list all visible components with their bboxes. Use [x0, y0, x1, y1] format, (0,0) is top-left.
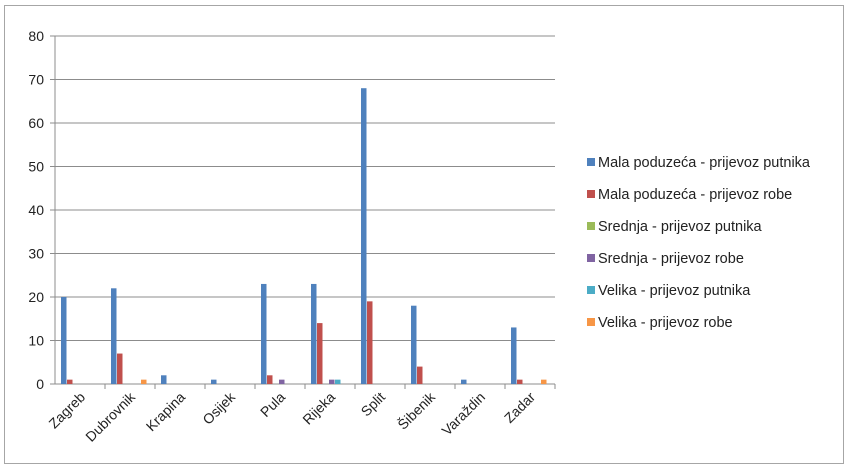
legend-swatch — [587, 222, 595, 230]
bar — [329, 379, 335, 384]
legend-swatch — [587, 158, 595, 166]
bar — [311, 283, 317, 384]
y-tick-label: 20 — [28, 289, 44, 305]
bar — [117, 353, 123, 384]
legend-label: Srednja - prijevoz robe — [598, 251, 744, 267]
bar — [335, 379, 341, 384]
bar — [541, 379, 547, 384]
legend-swatch — [587, 254, 595, 262]
legend-swatch — [587, 318, 595, 326]
bar — [267, 375, 273, 384]
x-tick-label: Pula — [257, 389, 288, 420]
legend-label: Mala poduzeća - prijevoz robe — [598, 187, 792, 203]
bar — [141, 379, 147, 384]
legend-swatch — [587, 190, 595, 198]
bar — [67, 379, 73, 384]
legend-swatch — [587, 286, 595, 294]
bar — [361, 88, 367, 384]
y-tick-label: 40 — [28, 202, 44, 218]
bar — [461, 379, 467, 384]
bar — [517, 379, 523, 384]
bar — [411, 305, 417, 384]
legend-label: Srednja - prijevoz putnika — [598, 219, 763, 235]
bar — [61, 297, 67, 384]
y-tick-label: 50 — [28, 159, 44, 175]
x-tick-label: Zagreb — [45, 389, 88, 432]
bar — [111, 288, 117, 384]
legend-label: Velika - prijevoz putnika — [598, 283, 751, 299]
bar — [317, 323, 323, 384]
x-tick-label: Šibenik — [394, 388, 438, 432]
x-tick-label: Rijeka — [299, 389, 338, 428]
bar — [261, 283, 267, 384]
x-tick-label: Zadar — [501, 389, 538, 426]
y-tick-label: 30 — [28, 246, 44, 262]
x-tick-label: Krapina — [143, 389, 189, 435]
bar — [511, 327, 517, 384]
bar — [417, 366, 423, 384]
y-tick-label: 0 — [36, 376, 44, 392]
x-tick-label: Split — [358, 389, 389, 420]
y-tick-label: 60 — [28, 115, 44, 131]
x-tick-label: Osijek — [199, 388, 239, 428]
bar — [279, 379, 285, 384]
y-tick-label: 70 — [28, 72, 44, 88]
y-tick-label: 80 — [28, 28, 44, 44]
x-tick-label: Dubrovnik — [82, 388, 139, 445]
legend-label: Velika - prijevoz robe — [598, 315, 733, 331]
bar — [367, 301, 373, 384]
legend-label: Mala poduzeća - prijevoz putnika — [598, 155, 811, 171]
x-tick-label: Varaždin — [438, 389, 488, 439]
y-tick-label: 10 — [28, 333, 44, 349]
chart-frame — [4, 5, 844, 464]
bar — [161, 375, 167, 384]
bar — [211, 379, 217, 384]
